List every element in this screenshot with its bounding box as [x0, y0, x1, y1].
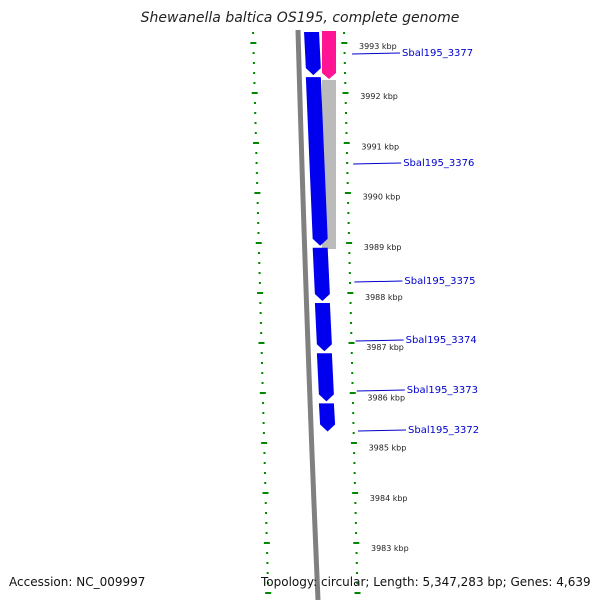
gene-leader-line: [357, 429, 407, 432]
accession-label: Accession: NC_009997: [9, 575, 146, 589]
scale-label: 3991 kbp: [361, 142, 399, 151]
tick-track-left: [250, 32, 272, 594]
scale-label: 3984 kbp: [370, 494, 408, 503]
scale-labels: 3993 kbp 3992 kbp 3991 kbp 3990 kbp 3989 kbp…: [359, 42, 409, 553]
gene-leader-line: [351, 52, 401, 55]
gene-leader-line: [353, 162, 402, 165]
gene-arrow: [314, 303, 332, 352]
gene-leader-line: [355, 339, 404, 342]
gene-label[interactable]: Sbal195_3374: [406, 335, 477, 346]
genome-summary: Topology: circular; Length: 5,347,283 bp…: [261, 575, 591, 589]
gene-arrow: [316, 353, 334, 402]
scale-label: 3986 kbp: [367, 393, 405, 402]
scale-label: 3989 kbp: [364, 243, 402, 252]
gene-label[interactable]: Sbal195_3372: [408, 425, 479, 436]
gene-label[interactable]: Sbal195_3373: [407, 385, 478, 396]
scale-label: 3985 kbp: [369, 444, 407, 453]
gene-leader-line: [356, 389, 405, 392]
rrna-feature: [322, 31, 336, 79]
scale-label: 3987 kbp: [366, 343, 404, 352]
gene-arrow: [312, 247, 330, 302]
gene-arrow: [305, 77, 328, 246]
gene-label[interactable]: Sbal195_3376: [403, 158, 474, 169]
gene-label[interactable]: Sbal195_3375: [404, 276, 475, 287]
scale-label: 3988 kbp: [365, 293, 403, 302]
scale-label: 3990 kbp: [363, 193, 401, 202]
feature-track: [304, 31, 336, 432]
scale-label: 3983 kbp: [371, 544, 409, 553]
gene-arrow: [318, 403, 336, 432]
gene-leader-line: [354, 280, 403, 283]
map-title: Shewanella baltica OS195, complete genom…: [140, 10, 460, 26]
gene-arrow: [304, 32, 321, 76]
scale-label: 3992 kbp: [360, 92, 398, 101]
gene-label[interactable]: Sbal195_3377: [402, 48, 473, 59]
backbone-arc: [295, 29, 321, 600]
gene-labels: Sbal195_3377 Sbal195_3376 Sbal195_3375 Sbal…: [351, 48, 479, 436]
scale-label: 3993 kbp: [359, 42, 397, 51]
tick-track-right: [341, 32, 361, 594]
